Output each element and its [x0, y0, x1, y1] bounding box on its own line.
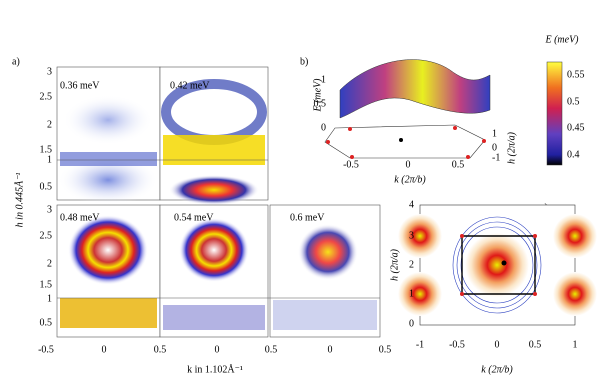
- y-tick-label: 2.5: [40, 230, 53, 241]
- z-tick-label: 0.5: [314, 98, 327, 109]
- x-axis-label: k (2π/b): [394, 174, 426, 185]
- y-tick-label: 1.5: [40, 144, 53, 155]
- y-tick-label: 3: [409, 230, 414, 241]
- x-tick-label: 0.5: [529, 339, 542, 350]
- colorbar-tick-label: 0.45: [567, 122, 585, 133]
- x-tick-label: -0.5: [343, 159, 359, 170]
- z-axis-label: E (meV): [312, 78, 323, 113]
- h-tick-label: 1: [492, 128, 497, 139]
- surface-plot: [324, 59, 491, 159]
- y-axis-label: h in 0.445Å⁻¹: [13, 173, 25, 228]
- x-tick-label: 0: [406, 159, 411, 170]
- h-tick-label: 0: [492, 142, 497, 153]
- x-tick-label: 0.5: [452, 159, 465, 170]
- panel-label: a): [12, 56, 20, 67]
- y-tick-label: 1: [47, 293, 52, 304]
- colorbar-tick-label: 0.4: [567, 149, 580, 160]
- x-axis-label: k (2π/b): [481, 364, 513, 375]
- y-tick-label: 2: [409, 259, 414, 270]
- y-tick-label: 3: [47, 204, 52, 215]
- colorbar-tick-label: 0.5: [567, 96, 580, 107]
- y-tick-label: 2.5: [40, 91, 53, 102]
- colorbar-tick-label: 0.55: [567, 69, 585, 80]
- y-tick-label: 2: [47, 258, 52, 269]
- energy-label: 0.54 meV: [174, 212, 214, 223]
- y-tick-label: 0.5: [40, 181, 53, 192]
- y-tick-label: 0.5: [40, 317, 53, 328]
- colorbar: [546, 61, 563, 166]
- x-tick-label: 0: [328, 344, 333, 355]
- h-axis-label: h (2π/a): [506, 131, 517, 164]
- x-tick-label: 0: [495, 339, 500, 350]
- heatmaps: [56, 66, 381, 338]
- y-tick-label: 2: [47, 119, 52, 130]
- energy-label: 0.42 meV: [170, 80, 210, 91]
- energy-label: 0.36 meV: [60, 80, 100, 91]
- x-tick-label: 0.5: [379, 344, 392, 355]
- contour-plot: [398, 204, 597, 326]
- energy-label: 0.6 meV: [290, 212, 325, 223]
- y-tick-label: 1.5: [40, 279, 53, 290]
- energy-label: 0.48 meV: [60, 212, 100, 223]
- colorbar-title: E (meV): [544, 34, 579, 45]
- y-tick-label: 1: [409, 288, 414, 299]
- x-tick-label: 0: [102, 344, 107, 355]
- x-tick-label: 0.5: [154, 344, 167, 355]
- x-tick-label: -0.5: [38, 344, 54, 355]
- z-tick-label: 0: [321, 122, 326, 133]
- x-tick-label: 0.5: [265, 344, 278, 355]
- y-tick-label: 3: [47, 66, 52, 77]
- x-tick-label: -0.5: [449, 339, 465, 350]
- x-axis-label: k in 1.102Å⁻¹: [187, 363, 243, 375]
- x-tick-label: 1: [573, 339, 578, 350]
- y-axis-label: h (2π/a): [389, 248, 400, 281]
- panel-label: b): [300, 56, 308, 67]
- y-tick-label: 1: [47, 154, 52, 165]
- z-tick-label: 1: [321, 74, 326, 85]
- x-tick-label: -1: [416, 339, 424, 350]
- y-tick-label: 4: [409, 199, 414, 210]
- y-tick-label: 0: [409, 318, 414, 329]
- h-tick-label: -1: [492, 152, 500, 163]
- x-tick-label: 0: [215, 344, 220, 355]
